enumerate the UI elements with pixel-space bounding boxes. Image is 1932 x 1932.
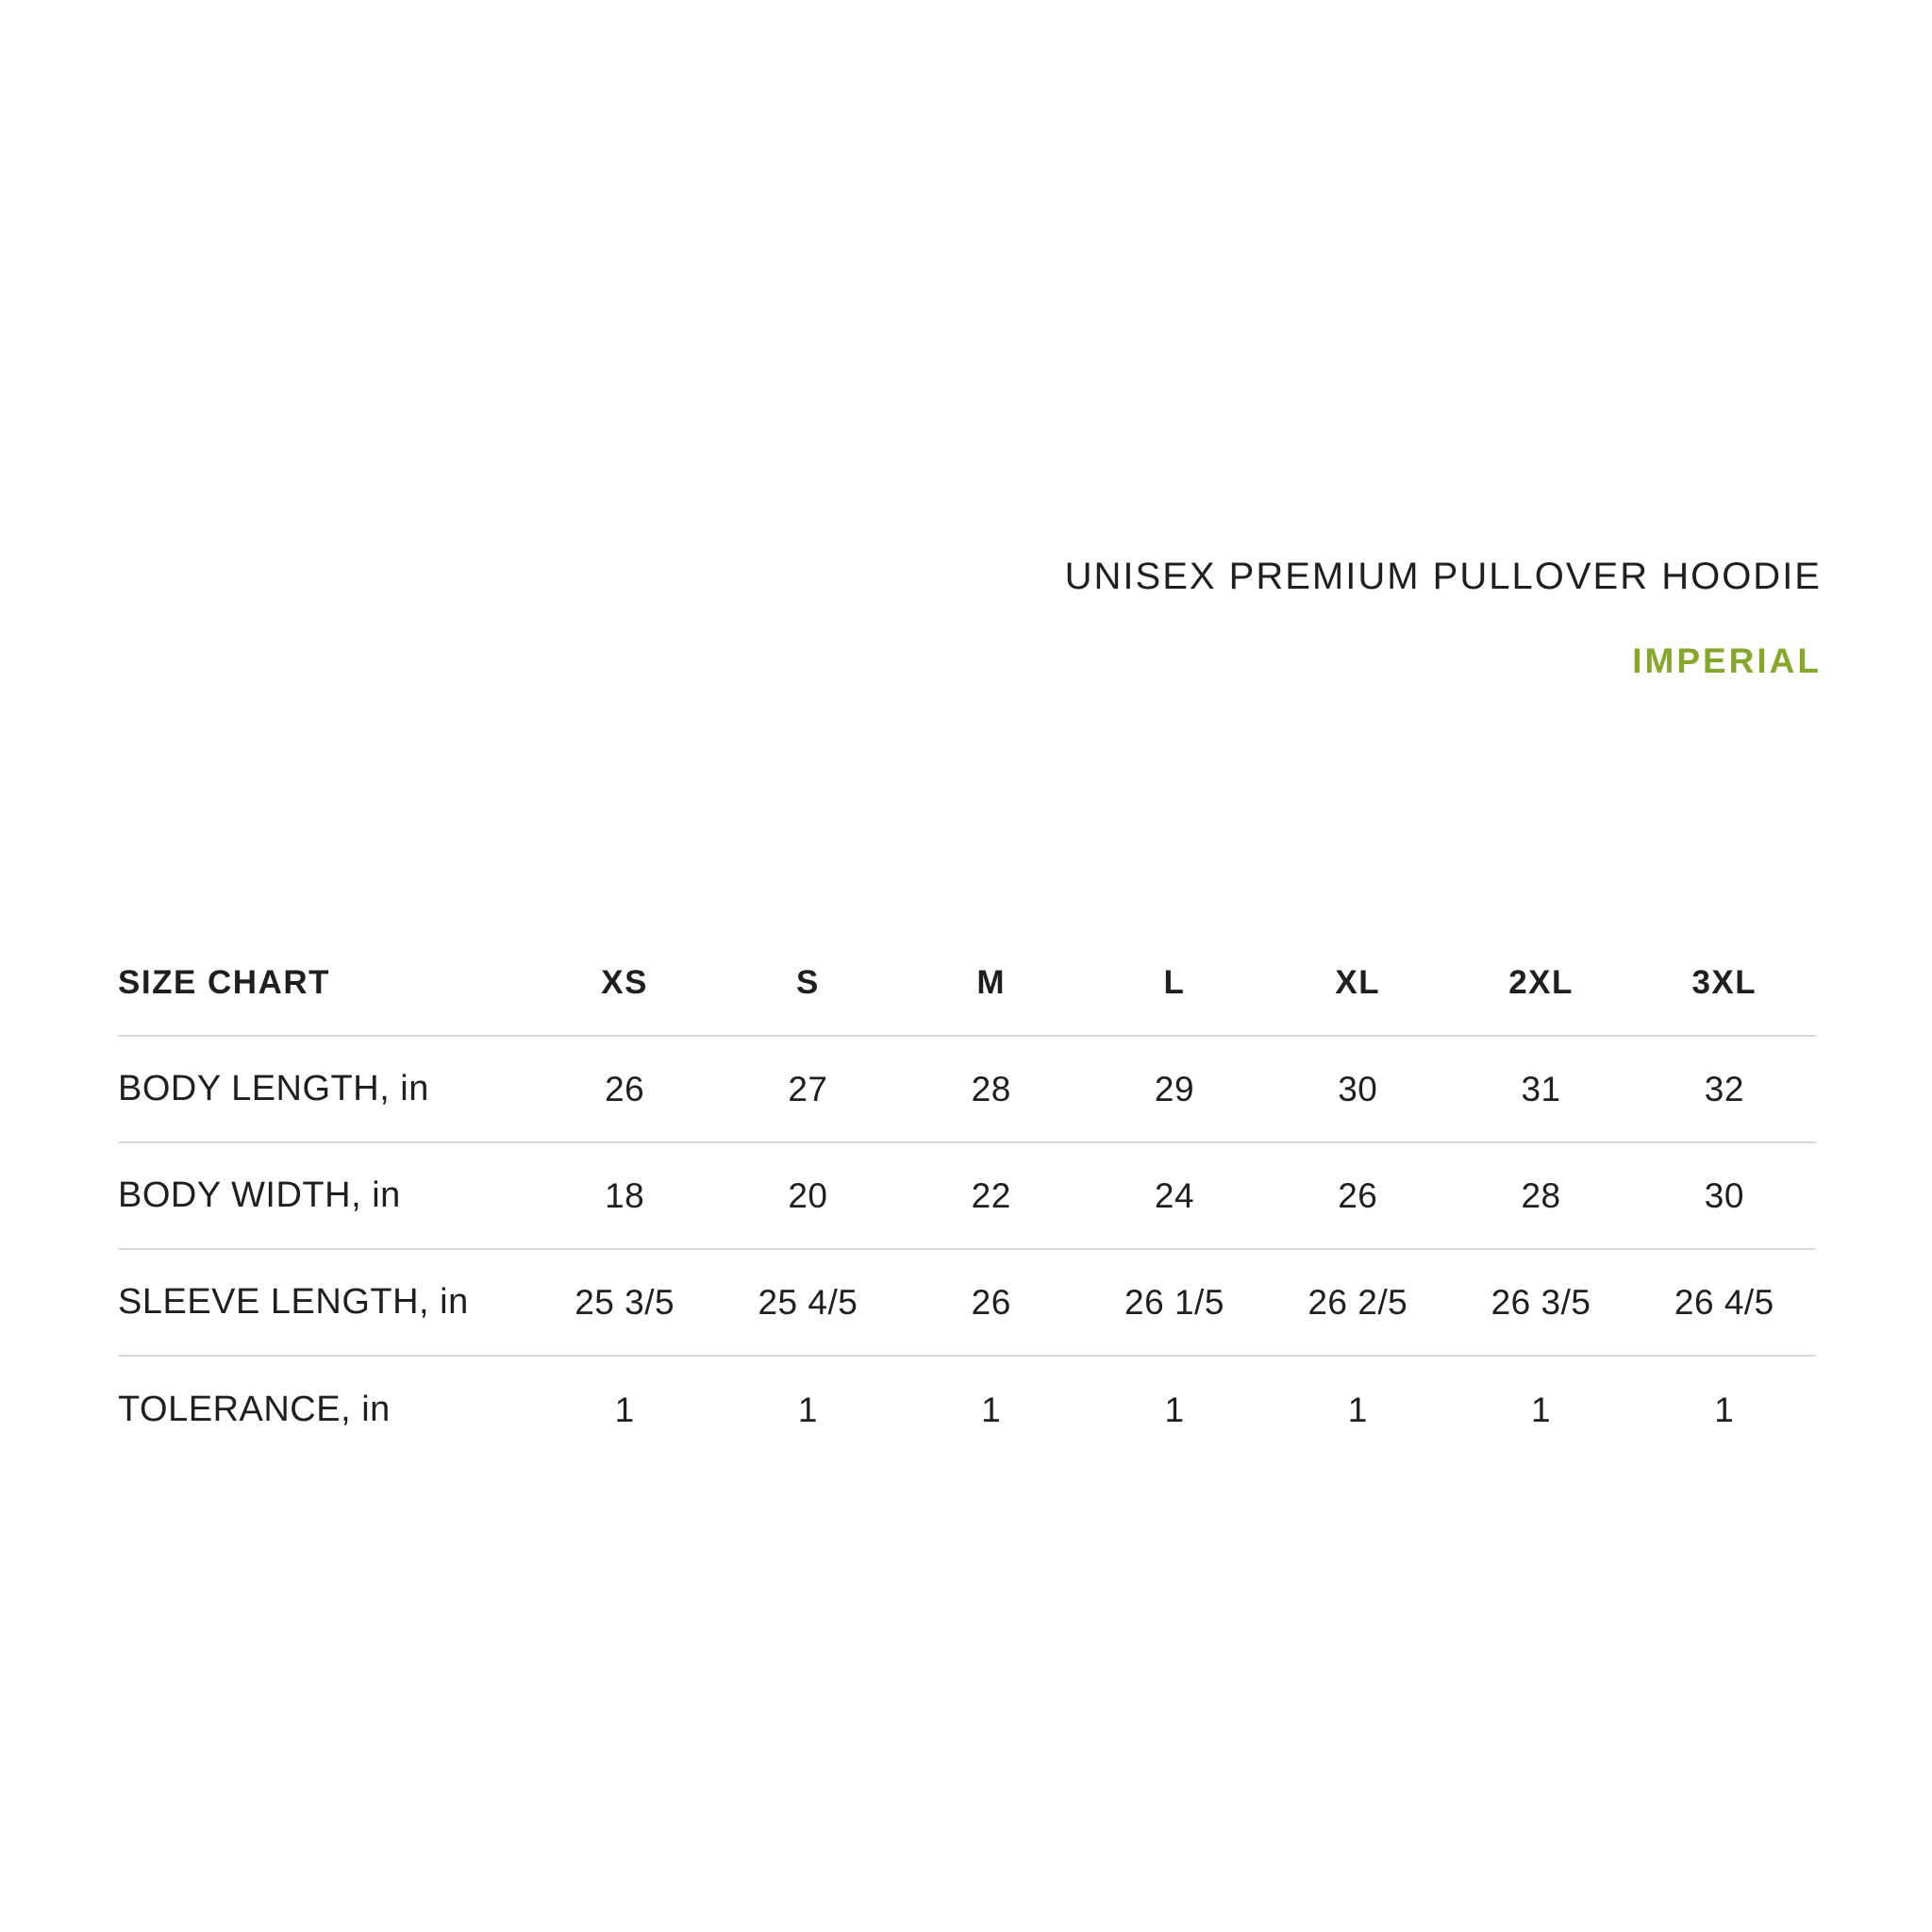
- column-header-s: S: [795, 963, 820, 1001]
- cell-value: 32: [1704, 1069, 1744, 1108]
- column-header-l: L: [1163, 963, 1186, 1001]
- cell-value: 28: [1521, 1175, 1561, 1215]
- cell-value: 26: [1338, 1175, 1378, 1215]
- cell-value: 26: [605, 1069, 645, 1108]
- column-header-2xl: 2XL: [1508, 963, 1574, 1001]
- cell-value: 30: [1704, 1175, 1744, 1215]
- cell-value: 28: [971, 1069, 1011, 1108]
- cell-value: 1: [981, 1390, 1002, 1429]
- cell-value: 25 3/5: [575, 1282, 675, 1322]
- table-row-body-length: BODY LENGTH, in 26 27 28 29 30 31 32: [118, 1037, 1816, 1143]
- cell-value: 1: [1531, 1390, 1552, 1429]
- cell-value: 26 2/5: [1307, 1282, 1408, 1322]
- cell-value: 22: [971, 1175, 1011, 1215]
- cell-value: 26 4/5: [1674, 1282, 1774, 1322]
- cell-value: 30: [1338, 1069, 1378, 1108]
- cell-value: 1: [797, 1390, 818, 1429]
- cell-value: 27: [788, 1069, 828, 1108]
- cell-value: 1: [1347, 1390, 1368, 1429]
- cell-value: 20: [788, 1175, 828, 1215]
- cell-value: 29: [1154, 1069, 1195, 1108]
- size-chart-table: SIZE CHART XS S M L XL 2XL 3XL BODY LENG…: [118, 930, 1816, 1463]
- column-header-xs: XS: [601, 963, 648, 1001]
- column-header-xl: XL: [1335, 963, 1381, 1001]
- cell-value: 1: [614, 1390, 635, 1429]
- cell-value: 25 4/5: [758, 1282, 858, 1322]
- cell-value: 1: [1164, 1390, 1185, 1429]
- table-row-tolerance: TOLERANCE, in 1 1 1 1 1 1 1: [118, 1357, 1816, 1463]
- cell-value: 18: [605, 1175, 645, 1215]
- cell-value: 26 3/5: [1491, 1282, 1591, 1322]
- cell-value: 31: [1521, 1069, 1561, 1108]
- table-row-body-width: BODY WIDTH, in 18 20 22 24 26 28 30: [118, 1143, 1816, 1250]
- column-header-m: M: [976, 963, 1007, 1001]
- row-label: BODY LENGTH, in: [118, 1069, 429, 1108]
- cell-value: 1: [1714, 1390, 1735, 1429]
- cell-value: 26 1/5: [1124, 1282, 1224, 1322]
- units-label: IMPERIAL: [1632, 641, 1822, 680]
- product-title: UNISEX PREMIUM PULLOVER HOODIE: [1064, 556, 1822, 597]
- row-label: TOLERANCE, in: [118, 1390, 391, 1429]
- column-header-3xl: 3XL: [1691, 963, 1757, 1001]
- table-header-row: SIZE CHART XS S M L XL 2XL 3XL: [118, 930, 1816, 1037]
- row-label: SLEEVE LENGTH, in: [118, 1282, 469, 1322]
- corner-label: SIZE CHART: [118, 963, 330, 1001]
- table-row-sleeve-length: SLEEVE LENGTH, in 25 3/5 25 4/5 26 26 1/…: [118, 1250, 1816, 1357]
- cell-value: 26: [971, 1282, 1011, 1322]
- row-label: BODY WIDTH, in: [118, 1175, 401, 1215]
- cell-value: 24: [1154, 1175, 1195, 1215]
- page-header: UNISEX PREMIUM PULLOVER HOODIE IMPERIAL: [1065, 552, 1822, 684]
